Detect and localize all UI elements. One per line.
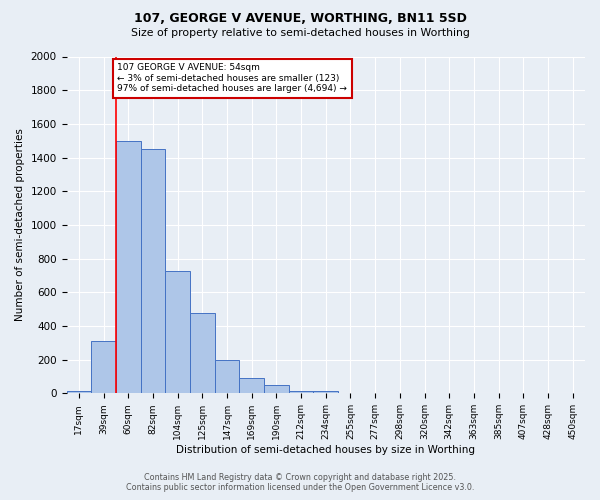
Bar xyxy=(264,385,289,394)
Bar xyxy=(239,378,264,394)
Bar xyxy=(67,391,91,394)
Bar xyxy=(91,341,116,394)
Bar xyxy=(313,391,338,394)
Bar xyxy=(140,149,165,394)
Text: Size of property relative to semi-detached houses in Worthing: Size of property relative to semi-detach… xyxy=(131,28,469,38)
Text: 107, GEORGE V AVENUE, WORTHING, BN11 5SD: 107, GEORGE V AVENUE, WORTHING, BN11 5SD xyxy=(134,12,466,26)
Text: 107 GEORGE V AVENUE: 54sqm
← 3% of semi-detached houses are smaller (123)
97% of: 107 GEORGE V AVENUE: 54sqm ← 3% of semi-… xyxy=(117,63,347,93)
Bar xyxy=(165,271,190,394)
Bar xyxy=(190,312,215,394)
Text: Contains HM Land Registry data © Crown copyright and database right 2025.
Contai: Contains HM Land Registry data © Crown c… xyxy=(126,473,474,492)
Bar xyxy=(215,360,239,394)
Y-axis label: Number of semi-detached properties: Number of semi-detached properties xyxy=(15,128,25,322)
Bar xyxy=(116,140,140,394)
Bar xyxy=(289,391,313,394)
X-axis label: Distribution of semi-detached houses by size in Worthing: Distribution of semi-detached houses by … xyxy=(176,445,475,455)
